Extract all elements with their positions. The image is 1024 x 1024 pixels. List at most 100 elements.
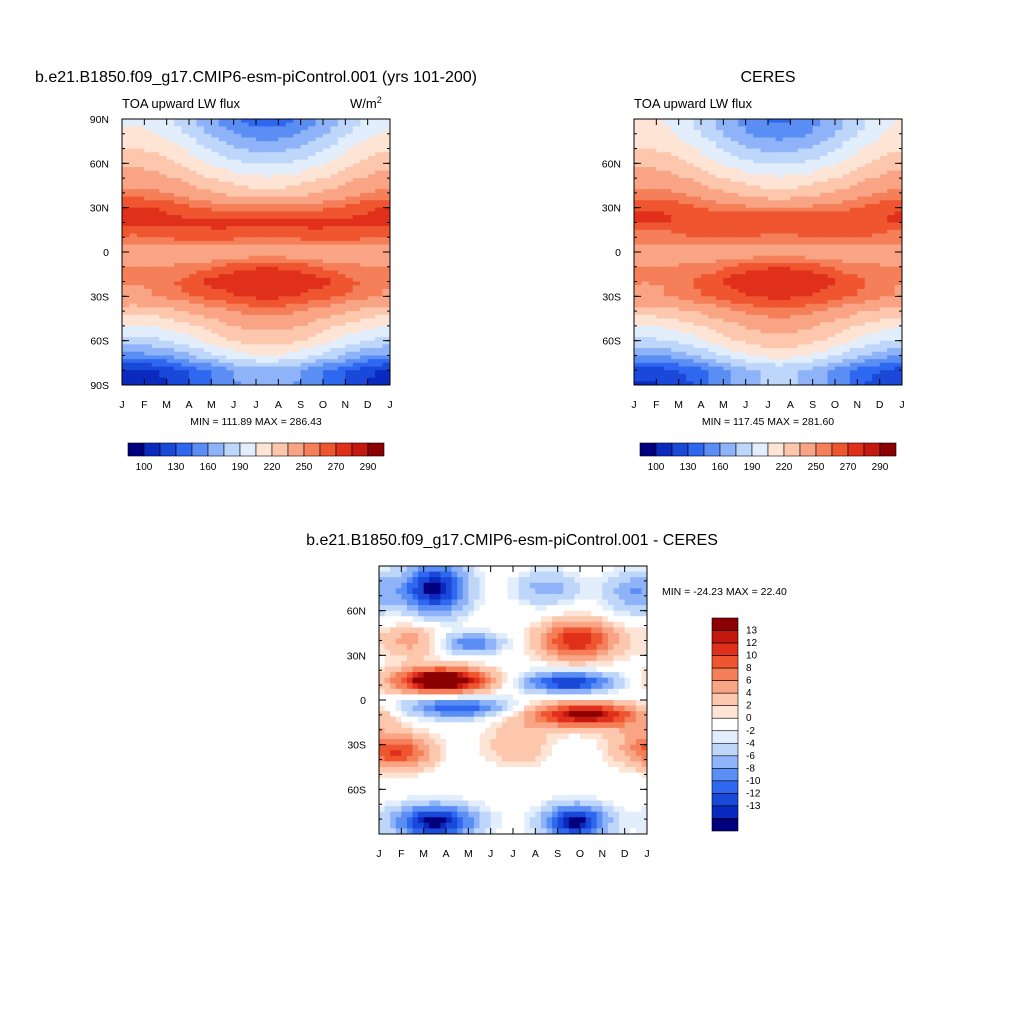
heatmap-cell (248, 314, 257, 320)
heatmap-cell (820, 126, 829, 131)
heatmap-cell (849, 119, 858, 124)
heatmap-cell (218, 159, 227, 164)
heatmap-cell (218, 314, 227, 320)
heatmap-cell (835, 126, 844, 131)
heatmap-cell (849, 288, 858, 294)
heatmap-cell (715, 281, 724, 286)
heatmap-cell (256, 178, 265, 183)
heatmap-cell (790, 155, 799, 161)
heatmap-cell (805, 119, 814, 124)
heatmap-cell (323, 222, 332, 227)
heatmap-cell (196, 189, 205, 194)
heatmap-cell (122, 259, 131, 264)
heatmap-cell (656, 255, 665, 260)
heatmap-cell (671, 155, 680, 161)
heatmap-cell (715, 222, 724, 227)
heatmap-cell (151, 333, 160, 338)
heatmap-cell (656, 203, 665, 209)
heatmap-cell (820, 211, 829, 216)
heatmap-cell (708, 181, 717, 187)
heatmap-cell (330, 144, 339, 150)
heatmap-cell (293, 381, 302, 385)
heatmap-cell (352, 122, 361, 127)
heatmap-cell (226, 373, 235, 379)
heatmap-cell (136, 355, 145, 360)
heatmap-cell (820, 233, 829, 238)
heatmap-cell (233, 377, 242, 382)
heatmap-cell (189, 340, 198, 345)
heatmap-cell (330, 259, 339, 264)
heatmap-cell (775, 288, 784, 294)
heatmap-cell (648, 270, 657, 275)
heatmap-cell (375, 336, 384, 342)
heatmap-cell (293, 277, 302, 283)
heatmap-cell (857, 215, 866, 220)
heatmap-cell (241, 300, 250, 305)
heatmap-cell (634, 226, 643, 231)
heatmap-cell (218, 348, 227, 353)
heatmap-cell (293, 377, 302, 382)
heatmap-cell (151, 348, 160, 353)
heatmap-cell (375, 155, 384, 161)
heatmap-cell (375, 203, 384, 209)
heatmap-cell (835, 296, 844, 301)
heatmap-cell (129, 119, 138, 124)
heatmap-cell (715, 348, 724, 353)
heatmap-cell (233, 259, 242, 264)
heatmap-cell (686, 285, 695, 290)
heatmap-cell (678, 244, 687, 249)
heatmap-cell (842, 200, 851, 205)
heatmap-cell (805, 325, 814, 331)
heatmap-cell (738, 152, 747, 157)
heatmap-cell (308, 159, 317, 164)
heatmap-cell (671, 303, 680, 309)
heatmap-cell (315, 355, 324, 360)
heatmap-cell (166, 203, 175, 209)
heatmap-cell (144, 152, 153, 157)
heatmap-cell (278, 270, 287, 275)
heatmap-cell (263, 300, 272, 305)
heatmap-cell (367, 362, 376, 368)
heatmap-cell (144, 300, 153, 305)
heatmap-cell (248, 155, 257, 161)
heatmap-cell (760, 311, 769, 316)
heatmap-cell (715, 329, 724, 334)
heatmap-cell (226, 144, 235, 150)
heatmap-cell (300, 244, 309, 249)
heatmap-cell (144, 189, 153, 194)
heatmap-cell (285, 303, 294, 309)
heatmap-cell (263, 226, 272, 231)
heatmap-cell (775, 152, 784, 157)
heatmap-cell (693, 244, 702, 249)
heatmap-cell (738, 200, 747, 205)
heatmap-cell (233, 141, 242, 146)
heatmap-cell (790, 133, 799, 139)
heatmap-cell (181, 355, 190, 360)
heatmap-cell (686, 130, 695, 135)
heatmap-cell (715, 322, 724, 327)
heatmap-cell (129, 148, 138, 153)
heatmap-cell (352, 329, 361, 334)
heatmap-cell (241, 119, 250, 124)
heatmap-cell (248, 340, 257, 345)
heatmap-cell (782, 344, 791, 349)
heatmap-cell (857, 174, 866, 179)
heatmap-cell (226, 340, 235, 345)
heatmap-cell (233, 325, 242, 331)
heatmap-cell (129, 126, 138, 131)
heatmap-cell (812, 340, 821, 345)
heatmap-cell (678, 348, 687, 353)
heatmap-cell (775, 226, 784, 231)
heatmap-cell (323, 141, 332, 146)
heatmap-cell (315, 318, 324, 323)
heatmap-cell (203, 370, 212, 375)
heatmap-cell (745, 222, 754, 227)
heatmap-cell (285, 300, 294, 305)
heatmap-cell (330, 189, 339, 194)
heatmap-cell (270, 311, 279, 316)
heatmap-cell (233, 155, 242, 161)
heatmap-cell (686, 252, 695, 257)
heatmap-cell (189, 189, 198, 194)
heatmap-cell (701, 348, 710, 353)
heatmap-cell (753, 336, 762, 342)
